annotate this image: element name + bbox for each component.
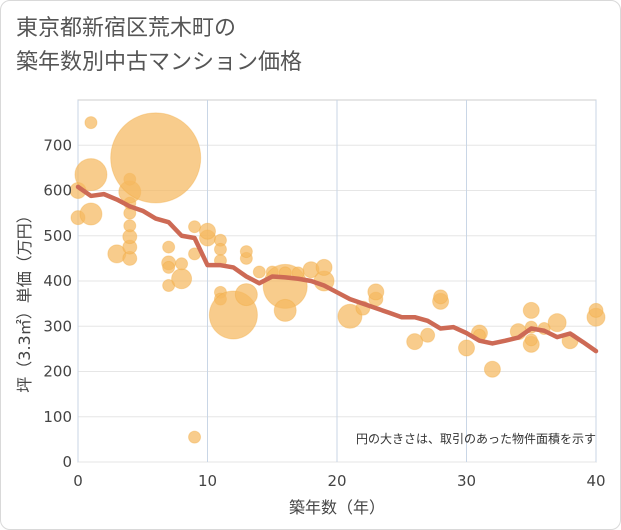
data-bubble — [199, 222, 216, 240]
trend-line-layer — [75, 184, 599, 354]
data-bubble — [84, 116, 98, 130]
data-bubble — [110, 112, 202, 204]
data-bubble — [175, 257, 189, 271]
data-bubble — [483, 360, 501, 378]
data-bubble — [79, 202, 103, 226]
x-tick-label: 10 — [198, 472, 217, 490]
x-tick-label: 20 — [327, 472, 346, 490]
y-tick-label: 600 — [43, 182, 72, 200]
data-bubble — [588, 302, 604, 318]
x-axis-label: 築年数（年） — [289, 498, 385, 517]
y-tick-label: 500 — [43, 227, 72, 245]
data-bubble — [367, 283, 385, 301]
data-bubble — [239, 245, 253, 259]
x-tick-label: 30 — [457, 472, 476, 490]
bubble-layer — [69, 112, 606, 444]
x-tick-label: 0 — [73, 472, 83, 490]
data-bubble — [273, 298, 297, 322]
title-line-1: 東京都新宿区荒木町の — [16, 16, 237, 41]
chart-title: 東京都新宿区荒木町の 築年数別中古マンション価格 — [16, 12, 302, 80]
tick-labels: 0 100 200 300 400 500 600 700 0 10 20 30 40 — [43, 136, 605, 490]
data-bubble — [188, 220, 202, 234]
data-bubble — [406, 333, 424, 351]
data-bubble — [433, 289, 449, 305]
data-bubble — [123, 219, 137, 233]
trend-line — [75, 184, 599, 354]
y-tick-label: 200 — [43, 363, 72, 381]
data-bubble — [547, 313, 567, 333]
data-bubble — [74, 158, 108, 192]
data-bubble — [162, 240, 176, 254]
title-line-2: 築年数別中古マンション価格 — [16, 50, 303, 75]
data-bubble — [524, 333, 538, 347]
data-bubble — [315, 258, 333, 276]
data-bubble — [162, 260, 176, 274]
data-bubble — [420, 327, 436, 343]
y-tick-label: 700 — [43, 136, 72, 154]
y-tick-label: 100 — [43, 408, 72, 426]
data-bubble — [171, 268, 193, 290]
data-bubble — [337, 303, 363, 329]
data-bubble — [188, 430, 202, 444]
size-note: 円の大きさは、取引のあった物件面積を示す — [356, 431, 596, 446]
data-bubble — [458, 339, 475, 357]
data-bubble — [213, 242, 227, 256]
y-tick-label: 400 — [43, 272, 72, 290]
data-bubble — [252, 265, 266, 279]
data-bubble — [522, 301, 540, 319]
x-tick-label: 40 — [586, 472, 605, 490]
y-tick-label: 0 — [62, 453, 72, 471]
y-axis-label: 坪（3.3㎡）単価（万円） — [15, 207, 34, 392]
grid-lines — [77, 99, 597, 463]
y-tick-label: 300 — [43, 317, 72, 335]
data-bubble — [234, 283, 258, 307]
